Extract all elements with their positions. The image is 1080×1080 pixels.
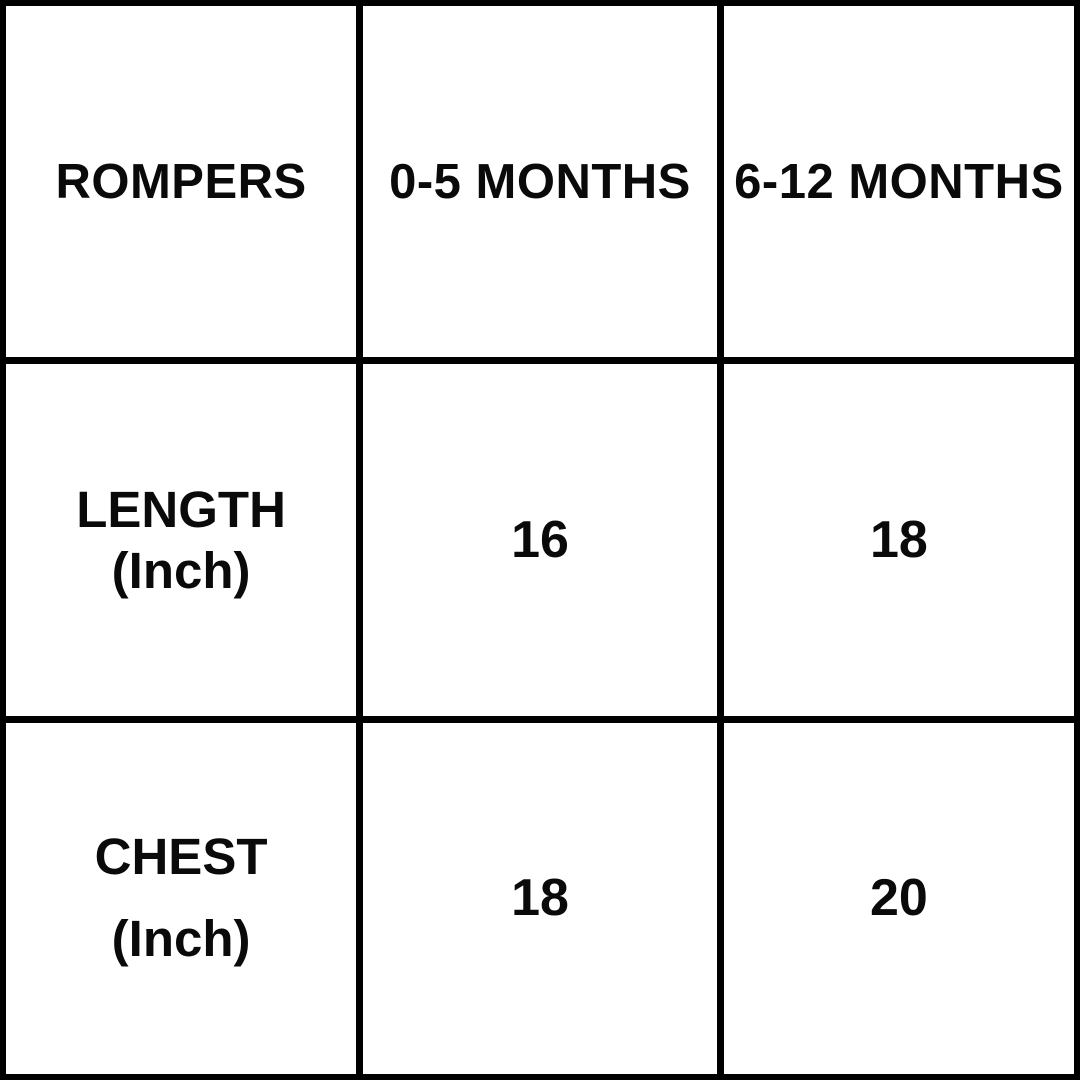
row-label-length: LENGTH (Inch) xyxy=(6,364,357,716)
header-cell-0-5-months: 0-5 MONTHS xyxy=(363,6,717,358)
value-length-6-12-months: 18 xyxy=(723,364,1074,716)
value-chest-6-12-months: 20 xyxy=(723,722,1074,1074)
header-cell-rompers: ROMPERS xyxy=(6,6,357,358)
row-label-length-text: LENGTH xyxy=(76,480,286,538)
row-label-chest-unit: (Inch) xyxy=(111,910,251,968)
value-chest-0-5-months: 18 xyxy=(363,722,717,1074)
header-cell-6-12-months: 6-12 MONTHS xyxy=(723,6,1074,358)
row-label-chest: CHEST (Inch) xyxy=(6,722,357,1074)
row-label-chest-text: CHEST xyxy=(94,827,268,885)
value-length-0-5-months: 16 xyxy=(363,364,717,716)
row-label-length-unit: (Inch) xyxy=(111,541,251,599)
